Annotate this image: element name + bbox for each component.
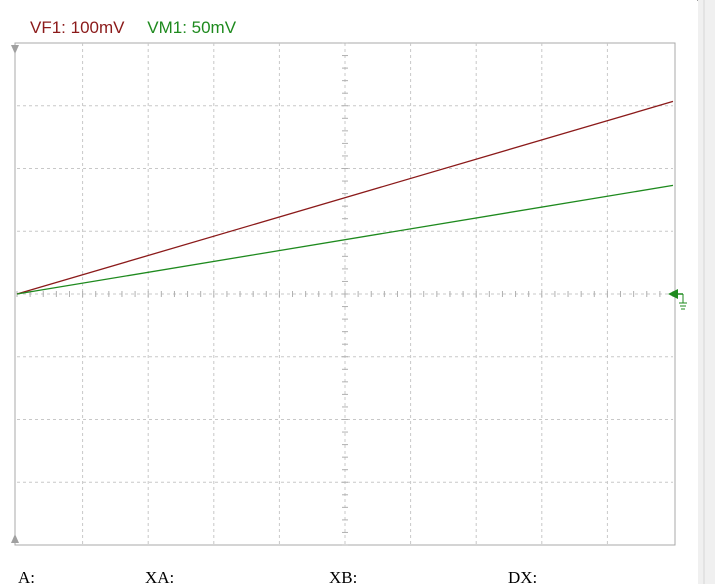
channel-vf1-scale: VF1: 100mV: [30, 18, 125, 37]
oscilloscope-screen[interactable]: [0, 0, 697, 584]
cursor-readouts: A: XA: XB: DX:: [0, 568, 697, 588]
channel-vm1-scale: VM1: 50mV: [147, 18, 237, 37]
trace-vf1: [16, 100, 674, 295]
readout-dx: DX:: [508, 568, 538, 587]
scrollbar-track-line: [703, 0, 705, 584]
top-cursor-arrow-icon[interactable]: [11, 45, 19, 54]
readout-xa: XA:: [145, 568, 175, 587]
ground-marker-icon[interactable]: [668, 289, 687, 310]
bottom-cursor-arrow-icon[interactable]: [11, 534, 19, 543]
grid: [16, 42, 674, 546]
readout-xb: XB:: [329, 568, 358, 587]
vertical-scrollbar[interactable]: [698, 0, 715, 584]
markers: [11, 45, 687, 543]
channel-scale-labels: VF1: 100mV VM1: 50mV: [30, 18, 254, 38]
trace-vm1: [16, 184, 674, 295]
traces: [16, 100, 674, 295]
readout-a: A:: [18, 568, 35, 587]
